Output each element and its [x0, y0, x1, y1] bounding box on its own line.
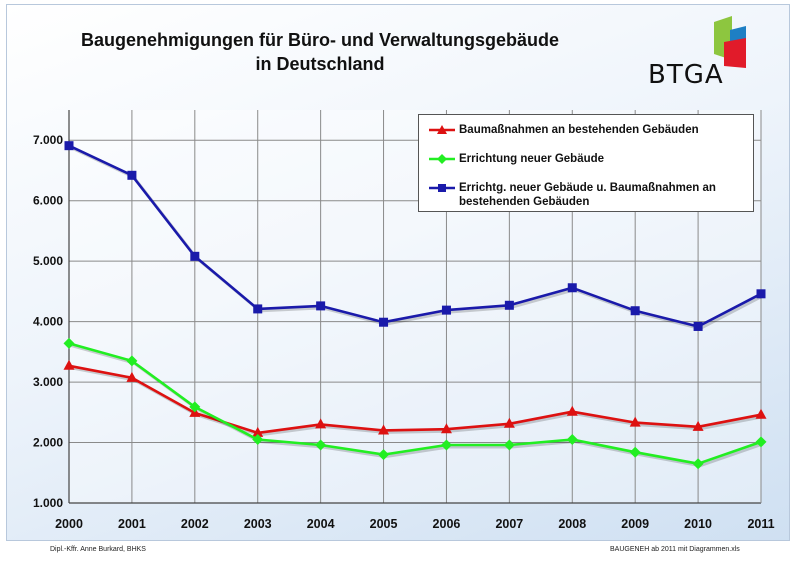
y-tick-label: 5.000 — [33, 254, 63, 268]
series-1-point — [503, 417, 515, 428]
btga-logo-text: BTGA — [648, 60, 724, 90]
footer-author: Dipl.-Kffr. Anne Burkard, BHKS — [50, 546, 146, 553]
x-tick-label: 2003 — [244, 517, 272, 531]
series-3-line — [68, 144, 762, 328]
legend-label-series-3: Errichtg. neuer Gebäude u. Baumaßnahmen … — [459, 181, 716, 209]
series-2-point — [378, 449, 390, 461]
chart-title-line2: in Deutschland — [255, 54, 385, 74]
series-2-point — [252, 434, 264, 446]
y-tick-label: 6.000 — [33, 194, 63, 208]
series-3-point — [756, 289, 766, 299]
series-2-point — [692, 458, 704, 470]
y-tick-label: 1.000 — [33, 496, 63, 510]
chart-title-line1: Baugenehmigungen für Büro- und Verwaltun… — [80, 30, 560, 50]
x-tick-label: 2006 — [433, 517, 461, 531]
series-1-point — [692, 420, 704, 431]
series-1-line — [68, 364, 762, 435]
x-tick-label: 2010 — [684, 517, 712, 531]
series-3-point — [316, 301, 326, 311]
series-2-point — [440, 439, 452, 451]
series-3-point — [253, 304, 263, 314]
legend-label-series-3-line1: Errichtg. neuer Gebäude u. Baumaßnahmen … — [459, 182, 716, 194]
x-tick-label: 2005 — [370, 517, 398, 531]
series-3-point — [441, 305, 451, 315]
series-1-point — [629, 416, 641, 427]
btga-logo — [642, 14, 762, 94]
series-2-point — [126, 355, 138, 367]
x-tick-label: 2009 — [621, 517, 649, 531]
series-3-point — [190, 251, 200, 261]
series-2-line — [68, 342, 762, 465]
series-3-point — [64, 141, 74, 151]
x-tick-label: 2000 — [55, 517, 83, 531]
legend: Baumaßnahmen an bestehenden Gebäuden Err… — [418, 114, 754, 212]
series-2-point — [755, 436, 767, 448]
x-tick-label: 2001 — [118, 517, 146, 531]
y-tick-label: 7.000 — [33, 133, 63, 147]
series-3-point — [504, 300, 514, 310]
y-tick-label: 4.000 — [33, 315, 63, 329]
x-tick-label: 2008 — [558, 517, 586, 531]
series-1-point — [63, 359, 75, 370]
legend-label-series-2: Errichtung neuer Gebäude — [459, 153, 605, 165]
series-2-point — [63, 337, 75, 349]
series-1-point — [755, 408, 767, 419]
y-tick-label: 2.000 — [33, 436, 63, 450]
x-tick-label: 2011 — [747, 517, 774, 531]
series-layer — [63, 141, 767, 470]
x-tick-label: 2007 — [495, 517, 523, 531]
y-tick-label: 3.000 — [33, 375, 63, 389]
x-tick-label: 2004 — [307, 517, 335, 531]
series-3-point — [127, 170, 137, 180]
series-1-point — [252, 426, 264, 437]
series-1-point — [378, 424, 390, 435]
series-2-point — [315, 439, 327, 451]
series-3-point — [630, 306, 640, 316]
footer-file: BAUGENEH ab 2011 mit Diagrammen.xls — [610, 546, 740, 553]
series-2-point — [566, 434, 578, 446]
series-1-point — [440, 423, 452, 434]
series-3-point — [379, 317, 389, 327]
series-2-point — [503, 439, 515, 451]
series-2-point — [629, 446, 641, 458]
series-3-point — [567, 283, 577, 293]
x-tick-label: 2002 — [181, 517, 209, 531]
series-1-point — [566, 405, 578, 416]
chart-title: Baugenehmigungen für Büro- und Verwaltun… — [40, 28, 600, 76]
legend-label-series-3-line2: bestehenden Gebäuden — [459, 196, 590, 208]
legend-swatch-diamond — [429, 154, 455, 164]
btga-logo-graphic — [714, 16, 746, 68]
legend-swatch-square — [429, 184, 455, 192]
series-1-point — [315, 418, 327, 429]
series-1-point — [126, 371, 138, 382]
legend-swatch-triangle — [429, 125, 455, 134]
legend-label-series-1: Baumaßnahmen an bestehenden Gebäuden — [459, 124, 699, 136]
series-2-point — [189, 401, 201, 413]
tick-labels: 1.000 2.000 3.000 4.000 5.000 6.000 7.000 2000 2… — [33, 133, 775, 531]
series-3-point — [693, 321, 703, 331]
